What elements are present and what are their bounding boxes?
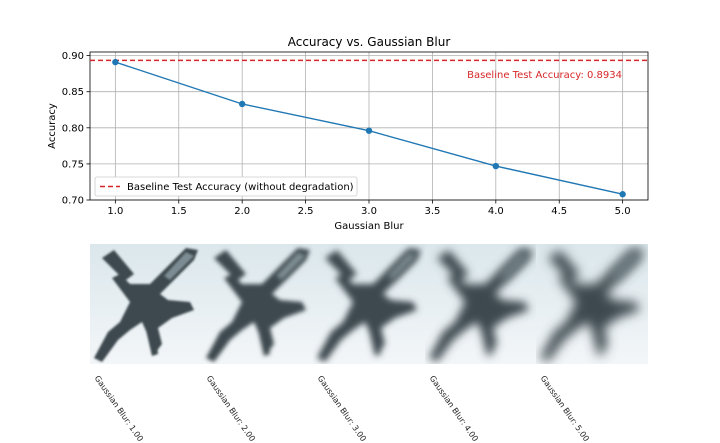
y-tick-label: 0.90 (62, 51, 84, 62)
thumbnail-caption: Gaussian Blur: 4.00 (427, 374, 480, 443)
baseline-annotation: Baseline Test Accuracy: 0.8934 (467, 70, 622, 81)
blur-thumbnail-strip (90, 244, 648, 364)
x-tick-label: 3.5 (424, 206, 440, 217)
y-tick-label: 0.75 (62, 159, 84, 170)
blur-thumbnail (424, 244, 537, 364)
x-tick-label: 2.5 (298, 206, 314, 217)
x-tick-label: 4.0 (488, 206, 504, 217)
accuracy-point (112, 58, 119, 66)
blur-thumbnail (201, 244, 314, 364)
legend-box (94, 176, 358, 197)
y-tick-label: 0.85 (62, 87, 84, 98)
accuracy-point (619, 191, 626, 198)
accuracy-point (238, 100, 246, 108)
thumbnail-caption: Gaussian Blur: 5.00 (539, 374, 592, 443)
accuracy-point (365, 127, 373, 134)
thumbnail-caption: Gaussian Blur: 1.00 (92, 374, 145, 443)
thumbnail-caption: Gaussian Blur: 2.00 (204, 374, 257, 443)
blur-thumbnail (536, 244, 648, 364)
plot-frame (89, 51, 649, 201)
blur-thumbnail (313, 244, 425, 364)
x-tick-label: 2.0 (234, 206, 250, 217)
x-tick-label: 1.0 (107, 206, 123, 217)
accuracy-chart: 1.0 1.5 2.0 2.5 3.0 3.5 4.0 4.5 5.0 0.70 0.75 0.80 0… (47, 35, 649, 232)
x-axis-label: Gaussian Blur (334, 221, 404, 232)
x-tick-label: 5.0 (615, 206, 631, 217)
y-axis-label: Accuracy (47, 103, 58, 149)
blur-thumbnail (90, 244, 202, 364)
x-tick-label: 4.5 (551, 206, 567, 217)
x-tick-label: 3.0 (361, 206, 377, 217)
legend-entry: Baseline Test Accuracy (without degradat… (127, 182, 354, 193)
y-tick-label: 0.80 (62, 123, 84, 134)
accuracy-point (492, 162, 500, 170)
y-tick-label: 0.70 (62, 196, 84, 207)
x-tick-label: 1.5 (171, 206, 187, 217)
chart-title: Accuracy vs. Gaussian Blur (288, 35, 451, 49)
thumbnail-caption: Gaussian Blur: 3.00 (315, 374, 369, 443)
